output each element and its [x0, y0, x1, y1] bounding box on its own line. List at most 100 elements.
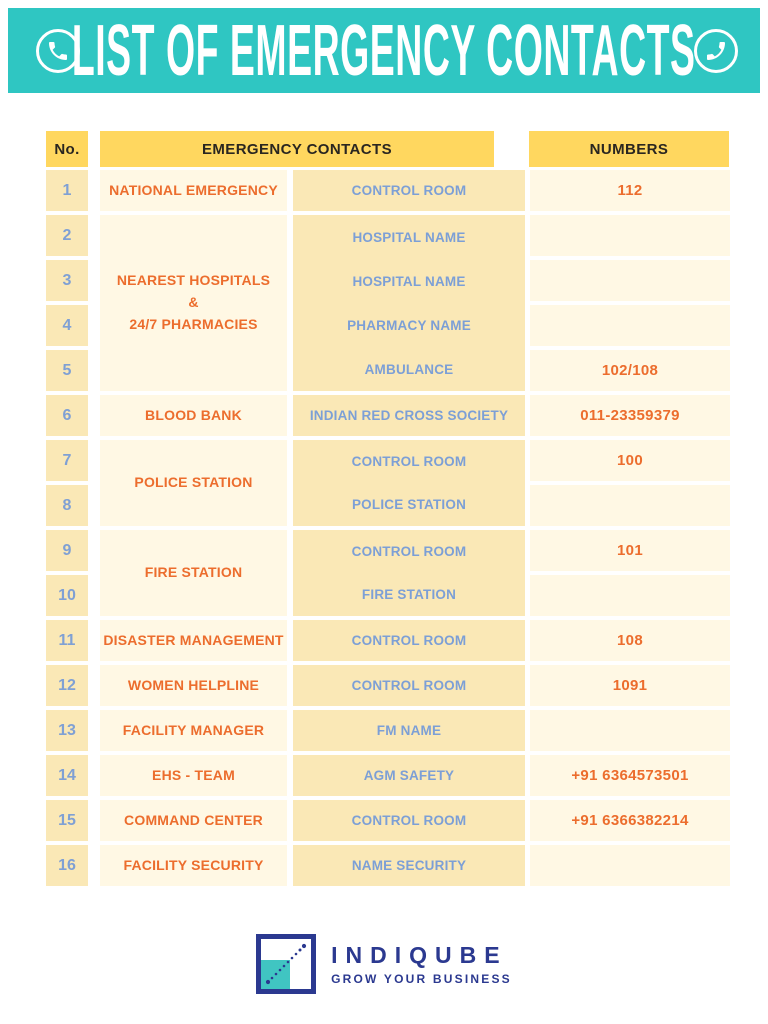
indiqube-logo: INDIQUBE GROW YOUR BUSINESS	[256, 934, 512, 994]
table-body: 1 NATIONAL EMERGENCY CONTROL ROOM 112 2 3 4 5 NE…	[46, 170, 731, 886]
contact-group: 14 EHS - TEAM AGM SAFETY +91 6364573501	[46, 755, 731, 796]
number-cell: 101	[530, 530, 730, 571]
phone-receiver-icon	[694, 28, 738, 73]
table-header-row: No. EMERGENCY CONTACTS NUMBERS	[46, 131, 731, 167]
row-number: 6	[46, 395, 88, 436]
subcontact-cell: POLICE STATION	[351, 497, 467, 512]
contact-group: 11 DISASTER MANAGEMENT CONTROL ROOM 108	[46, 620, 731, 661]
subcontact-cell: INDIAN RED CROSS SOCIETY	[309, 408, 509, 423]
contact-group: 12 WOMEN HELPLINE CONTROL ROOM 1091	[46, 665, 731, 706]
header-numbers: NUMBERS	[529, 131, 729, 167]
numbers-column	[530, 710, 730, 751]
subcontact-column: CONTROL ROOM	[293, 170, 525, 211]
number-cell	[530, 845, 730, 886]
row-number-column: 12	[46, 665, 88, 706]
category-cell: FACILITY MANAGER	[100, 710, 287, 751]
row-number: 7	[46, 440, 88, 481]
row-number: 10	[46, 575, 88, 616]
row-number: 8	[46, 485, 88, 526]
row-number: 4	[46, 305, 88, 346]
subcontact-column: NAME SECURITY	[293, 845, 525, 886]
category-cell: DISASTER MANAGEMENT	[100, 620, 287, 661]
category-cell: FACILITY SECURITY	[100, 845, 287, 886]
numbers-column: +91 6364573501	[530, 755, 730, 796]
subcontact-cell: FIRE STATION	[361, 587, 457, 602]
row-number-column: 13	[46, 710, 88, 751]
number-cell	[530, 575, 730, 616]
row-number: 9	[46, 530, 88, 571]
row-number: 3	[46, 260, 88, 301]
row-number: 1	[46, 170, 88, 211]
subcontact-cell: FM NAME	[376, 723, 442, 738]
number-cell: 100	[530, 440, 730, 481]
subcontact-cell: CONTROL ROOM	[351, 544, 467, 559]
category-cell: COMMAND CENTER	[100, 800, 287, 841]
numbers-column	[530, 845, 730, 886]
subcontact-cell: HOSPITAL NAME	[352, 229, 466, 245]
row-number-column: 16	[46, 845, 88, 886]
subcontact-cell: CONTROL ROOM	[351, 678, 467, 693]
contact-group: 9 10 FIRE STATION CONTROL ROOM FIRE STATION 1…	[46, 530, 731, 616]
category-cell: EHS - TEAM	[100, 755, 287, 796]
row-number-column: 15	[46, 800, 88, 841]
subcontact-cell: AGM SAFETY	[363, 768, 455, 783]
header-emergency-contacts: EMERGENCY CONTACTS	[100, 131, 494, 167]
subcontact-cell: AMBULANCE	[364, 361, 454, 377]
row-number: 16	[46, 845, 88, 886]
numbers-column: 1091	[530, 665, 730, 706]
category-cell: NEAREST HOSPITALS & 24/7 PHARMACIES	[100, 215, 287, 391]
numbers-column: 112	[530, 170, 730, 211]
phone-receiver-icon	[36, 28, 80, 73]
number-cell	[530, 305, 730, 346]
subcontact-column: AGM SAFETY	[293, 755, 525, 796]
contact-group: 16 FACILITY SECURITY NAME SECURITY	[46, 845, 731, 886]
subcontact-column: CONTROL ROOM	[293, 800, 525, 841]
row-number: 12	[46, 665, 88, 706]
contact-group: 2 3 4 5 NEAREST HOSPITALS & 24/7 PHARMACIES H…	[46, 215, 731, 391]
category-cell: FIRE STATION	[100, 530, 287, 616]
subcontact-column: CONTROL ROOM	[293, 665, 525, 706]
subcontact-column: INDIAN RED CROSS SOCIETY	[293, 395, 525, 436]
contact-group: 13 FACILITY MANAGER FM NAME	[46, 710, 731, 751]
row-number-column: 9 10	[46, 530, 88, 616]
brand-tagline: GROW YOUR BUSINESS	[331, 971, 512, 986]
row-number-column: 11	[46, 620, 88, 661]
number-cell: +91 6366382214	[530, 800, 730, 841]
row-number: 15	[46, 800, 88, 841]
footer: INDIQUBE GROW YOUR BUSINESS	[0, 934, 768, 994]
numbers-column: 100	[530, 440, 730, 526]
page-title: LIST OF EMERGENCY CONTACTS	[72, 10, 696, 91]
indiqube-logo-icon	[256, 934, 317, 994]
numbers-column: 011-23359379	[530, 395, 730, 436]
contact-group: 6 BLOOD BANK INDIAN RED CROSS SOCIETY 011-2…	[46, 395, 731, 436]
row-number-column: 6	[46, 395, 88, 436]
brand-name: INDIQUBE	[331, 941, 508, 968]
logo-text: INDIQUBE GROW YOUR BUSINESS	[331, 941, 512, 986]
contact-group: 7 8 POLICE STATION CONTROL ROOM POLICE STATI…	[46, 440, 731, 526]
number-cell	[530, 260, 730, 301]
number-cell: +91 6364573501	[530, 755, 730, 796]
contact-group: 1 NATIONAL EMERGENCY CONTROL ROOM 112	[46, 170, 731, 211]
subcontact-column: FM NAME	[293, 710, 525, 751]
row-number: 2	[46, 215, 88, 256]
row-number: 13	[46, 710, 88, 751]
subcontact-cell: CONTROL ROOM	[351, 813, 467, 828]
number-cell: 112	[530, 170, 730, 211]
subcontact-cell: PHARMACY NAME	[347, 317, 471, 333]
number-cell	[530, 215, 730, 256]
numbers-column: 101	[530, 530, 730, 616]
category-cell: WOMEN HELPLINE	[100, 665, 287, 706]
subcontact-column: HOSPITAL NAME HOSPITAL NAME PHARMACY NAME A…	[293, 215, 525, 391]
header-no: No.	[46, 131, 88, 167]
subcontact-column: CONTROL ROOM	[293, 620, 525, 661]
number-cell: 011-23359379	[530, 395, 730, 436]
category-cell: BLOOD BANK	[100, 395, 287, 436]
category-cell: NATIONAL EMERGENCY	[100, 170, 287, 211]
subcontact-column: CONTROL ROOM FIRE STATION	[293, 530, 525, 616]
number-cell: 108	[530, 620, 730, 661]
subcontact-cell: HOSPITAL NAME	[352, 273, 466, 289]
numbers-column: 102/108	[530, 215, 730, 391]
